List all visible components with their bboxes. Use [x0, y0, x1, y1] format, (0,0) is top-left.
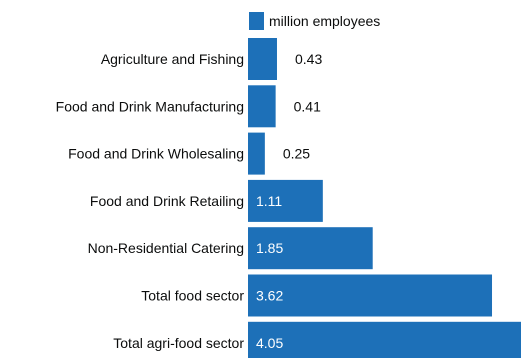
- value-label: 3.62: [256, 288, 283, 304]
- legend-label: million employees: [269, 13, 380, 29]
- category-label: Food and Drink Wholesaling: [68, 146, 244, 162]
- value-label: 1.85: [256, 240, 283, 256]
- value-label: 0.41: [294, 98, 321, 114]
- bar: [248, 85, 276, 128]
- bars-group: Agriculture and Fishing 0.43 Food and Drin…: [56, 38, 521, 358]
- bar: [248, 132, 265, 175]
- category-label: Total food sector: [141, 288, 244, 304]
- bar: [248, 38, 277, 80]
- category-label: Food and Drink Retailing: [90, 193, 244, 209]
- category-label: Total agri-food sector: [113, 335, 244, 351]
- category-label: Non-Residential Catering: [88, 240, 244, 256]
- legend: million employees: [249, 12, 380, 30]
- value-label: 0.25: [283, 146, 310, 162]
- legend-swatch: [249, 12, 264, 30]
- bar: [248, 227, 373, 270]
- value-label: 4.05: [256, 335, 283, 351]
- category-label: Food and Drink Manufacturing: [56, 98, 244, 114]
- bar: [248, 274, 493, 317]
- value-label: 1.11: [256, 193, 282, 209]
- category-label: Agriculture and Fishing: [101, 51, 244, 67]
- bar: [248, 321, 521, 358]
- value-label: 0.43: [295, 51, 322, 67]
- bar: [248, 179, 323, 222]
